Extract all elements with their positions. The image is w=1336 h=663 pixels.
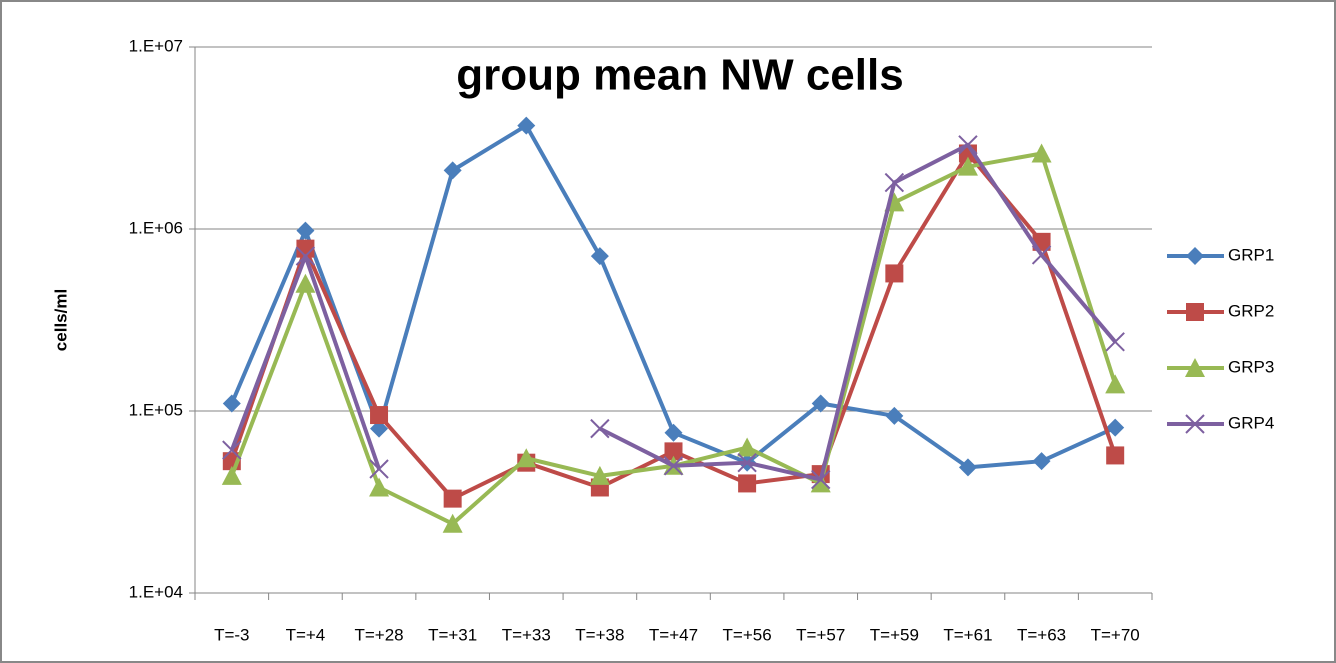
series-marker [1105, 332, 1125, 352]
series-marker [1031, 143, 1052, 163]
legend-marker [1186, 247, 1204, 265]
legend-marker [1185, 414, 1205, 434]
series-marker [664, 442, 683, 461]
legend-label: GRP4 [1228, 413, 1274, 432]
x-tick-label: T=+31 [428, 625, 477, 644]
legend-marker [1185, 358, 1205, 377]
x-tick-label: T=-3 [214, 625, 249, 644]
series-marker [295, 273, 316, 293]
series-marker [884, 172, 905, 193]
series-marker [664, 423, 683, 442]
x-tick-label: T=+33 [502, 625, 551, 644]
series-marker [885, 264, 904, 283]
series-marker [369, 459, 389, 479]
series-marker [1031, 245, 1052, 265]
series-marker [590, 418, 610, 439]
series-marker [221, 465, 242, 485]
series-marker [738, 474, 757, 493]
series-marker [885, 406, 904, 425]
y-axis-label: cells/ml [51, 289, 70, 351]
series-marker [443, 489, 462, 508]
series-marker [369, 477, 390, 497]
y-tick-label: 1.E+04 [129, 582, 183, 601]
series-marker [295, 246, 316, 266]
series-marker [737, 437, 758, 457]
series-marker [737, 452, 757, 473]
series-marker [443, 161, 462, 180]
x-tick-label: T=+56 [723, 625, 772, 644]
x-tick-label: T=+38 [575, 625, 624, 644]
series-marker [222, 394, 241, 413]
chart-title: group mean NW cells [456, 51, 903, 100]
series-marker [663, 456, 684, 476]
series-marker [958, 458, 977, 477]
series-marker [1106, 418, 1125, 437]
series-marker [442, 513, 463, 533]
y-tick-label: 1.E+06 [129, 218, 183, 237]
legend-label: GRP3 [1228, 357, 1274, 376]
series-marker [811, 469, 831, 490]
series-marker [589, 465, 610, 485]
series-marker [517, 116, 536, 135]
series-marker [1105, 374, 1126, 394]
x-tick-label: T=+61 [943, 625, 992, 644]
series-marker [222, 440, 242, 460]
series-marker [516, 448, 537, 468]
legend-marker [1186, 303, 1204, 321]
series-marker [957, 156, 978, 176]
x-tick-label: T=+4 [286, 625, 326, 644]
series-marker [958, 135, 978, 155]
series-marker [296, 239, 315, 258]
series-marker [1106, 446, 1125, 465]
series-marker [1032, 452, 1051, 471]
x-tick-label: T=+28 [354, 625, 403, 644]
legend-label: GRP1 [1228, 245, 1274, 264]
series-marker [811, 394, 830, 413]
y-tick-label: 1.E+05 [129, 400, 183, 419]
series-marker [296, 221, 315, 240]
series-marker [370, 406, 389, 425]
x-tick-label: T=+70 [1091, 625, 1140, 644]
x-tick-label: T=+47 [649, 625, 698, 644]
x-tick-label: T=+59 [870, 625, 919, 644]
x-tick-label: T=+57 [796, 625, 845, 644]
legend-label: GRP2 [1228, 301, 1274, 320]
series-marker [590, 247, 609, 266]
series-marker [810, 473, 831, 493]
x-tick-label: T=+63 [1017, 625, 1066, 644]
y-tick-label: 1.E+07 [129, 36, 183, 55]
series-marker [370, 419, 389, 438]
